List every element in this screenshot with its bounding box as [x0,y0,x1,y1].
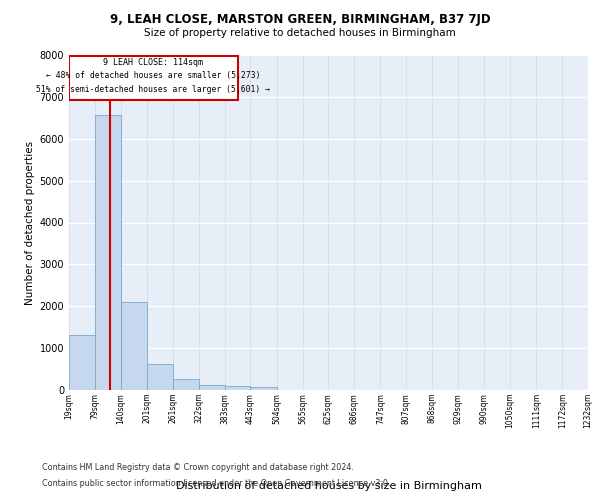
Bar [173,379,199,390]
Bar [225,386,250,390]
Text: 9, LEAH CLOSE, MARSTON GREEN, BIRMINGHAM, B37 7JD: 9, LEAH CLOSE, MARSTON GREEN, BIRMINGHAM… [110,12,490,26]
Bar [250,388,277,390]
Bar [95,115,121,390]
X-axis label: Distribution of detached houses by size in Birmingham: Distribution of detached houses by size … [176,481,481,491]
Text: 9 LEAH CLOSE: 114sqm: 9 LEAH CLOSE: 114sqm [103,58,203,66]
Text: Size of property relative to detached houses in Birmingham: Size of property relative to detached ho… [144,28,456,38]
Y-axis label: Number of detached properties: Number of detached properties [25,140,35,304]
Bar [147,364,173,390]
Text: ← 48% of detached houses are smaller (5,273): ← 48% of detached houses are smaller (5,… [46,72,260,80]
Bar [199,384,225,390]
Bar [69,56,238,100]
Text: Contains public sector information licensed under the Open Government Licence v3: Contains public sector information licen… [42,478,391,488]
Text: 51% of semi-detached houses are larger (5,601) →: 51% of semi-detached houses are larger (… [37,84,271,94]
Text: Contains HM Land Registry data © Crown copyright and database right 2024.: Contains HM Land Registry data © Crown c… [42,464,354,472]
Bar [121,302,147,390]
Bar [69,335,95,390]
